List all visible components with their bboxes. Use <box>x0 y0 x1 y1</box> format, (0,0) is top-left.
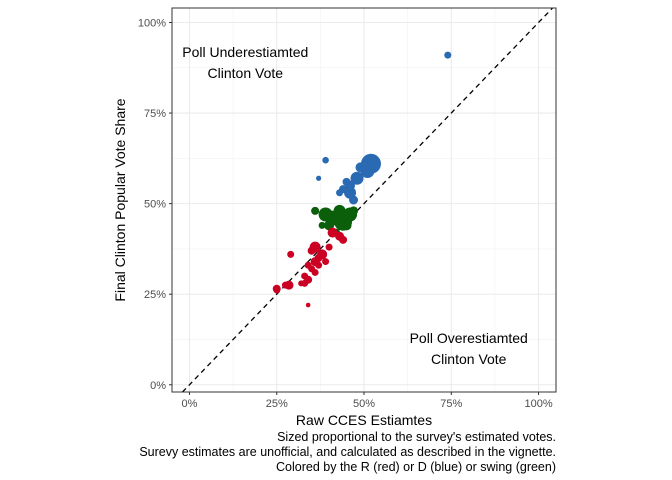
y-axis-ticks: 0% 25% 50% 75% 100% <box>138 17 172 392</box>
data-point-D <box>349 195 359 205</box>
data-point-R <box>307 246 316 255</box>
annotation-line: Poll Underestiamted <box>182 44 308 60</box>
x-tick-label: 50% <box>353 398 375 410</box>
data-point-D <box>316 175 322 181</box>
data-point-R <box>298 280 305 287</box>
data-point-D <box>322 156 329 164</box>
caption-line-2: Surevy estimates are unofficial, and cal… <box>139 445 556 459</box>
data-point-D <box>355 162 366 173</box>
data-point-D <box>350 171 364 185</box>
y-axis-title: Final Clinton Popular Vote Share <box>112 98 128 301</box>
data-points <box>272 51 452 308</box>
annotation-overestimated: Poll Overestiamted Clinton Vote <box>410 330 528 367</box>
y-tick-label: 75% <box>144 108 166 120</box>
data-point-R <box>315 261 323 269</box>
y-tick-label: 50% <box>144 199 166 211</box>
x-axis-ticks: 0% 25% 50% 75% 100% <box>182 392 553 410</box>
data-point-swing <box>318 221 326 229</box>
x-tick-label: 75% <box>440 398 462 410</box>
grid-major <box>172 8 556 392</box>
data-point-R <box>327 227 338 238</box>
annotation-line: Clinton Vote <box>431 351 507 367</box>
x-axis-title: Raw CCES Estiamtes <box>296 412 432 428</box>
x-tick-label: 100% <box>524 398 552 410</box>
data-point-R <box>281 281 289 289</box>
data-point-R <box>339 235 348 244</box>
data-point-R <box>273 287 280 294</box>
x-tick-label: 25% <box>266 398 288 410</box>
reference-line-y-equals-x <box>182 7 553 393</box>
caption-line-1: Sized proportional to the survey's estim… <box>277 430 556 444</box>
annotation-underestimated: Poll Underestiamted Clinton Vote <box>182 44 308 81</box>
data-point-R <box>305 302 311 308</box>
data-point-swing <box>349 206 359 216</box>
y-tick-label: 25% <box>144 289 166 301</box>
caption-line-3: Colored by the R (red) or D (blue) or sw… <box>276 460 556 474</box>
data-point-R <box>325 243 333 251</box>
data-point-swing <box>311 206 320 215</box>
y-tick-label: 100% <box>138 17 166 29</box>
x-tick-label: 0% <box>182 398 198 410</box>
data-point-R <box>322 258 330 266</box>
data-point-D <box>444 51 452 59</box>
annotation-line: Poll Overestiamted <box>410 330 528 346</box>
data-point-R <box>287 250 295 258</box>
data-point-D <box>342 177 351 186</box>
y-tick-label: 0% <box>150 380 166 392</box>
data-point-D <box>336 189 344 197</box>
annotation-line: Clinton Vote <box>208 65 284 81</box>
data-point-swing <box>341 220 352 231</box>
data-point-R <box>311 268 319 276</box>
